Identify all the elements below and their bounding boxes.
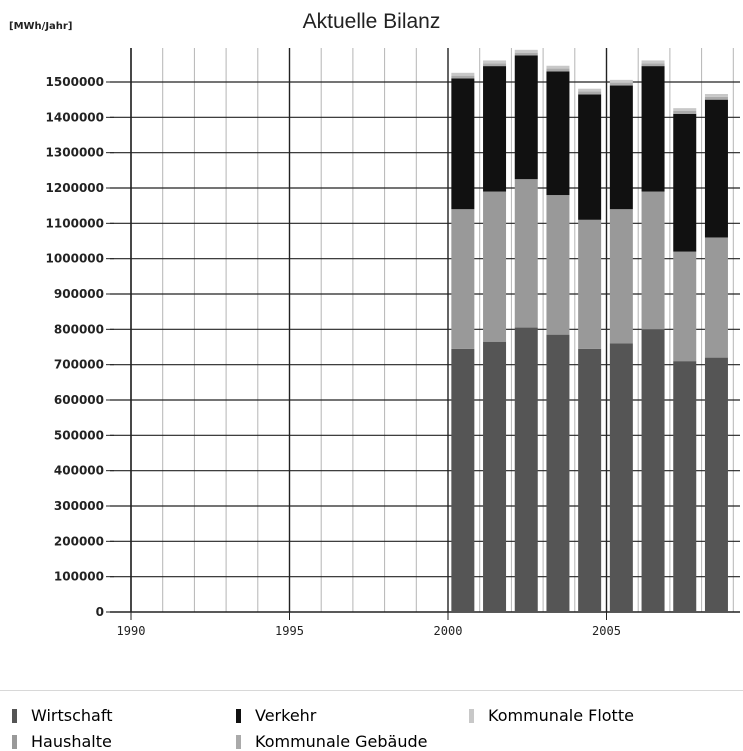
legend-divider	[0, 690, 743, 691]
y-tick-label: 1000000	[46, 252, 104, 266]
bar-segment-kommunale-flotte	[609, 79, 633, 83]
bar-segment-haushalte	[546, 195, 570, 335]
legend-label: Kommunale Gebäude	[255, 732, 428, 751]
bar-segment-kommunale-flotte	[673, 108, 697, 111]
y-tick-label: 900000	[54, 287, 104, 301]
x-tick-label: 1995	[275, 624, 304, 638]
legend-label: Kommunale Flotte	[488, 706, 634, 725]
bar-segment-verkehr	[451, 78, 475, 210]
x-tick-label: 2000	[434, 624, 463, 638]
bar-segment-wirtschaft	[578, 348, 602, 612]
y-tick-label: 1200000	[46, 181, 104, 195]
legend-item: Haushalte	[12, 732, 112, 751]
bar-segment-haushalte	[514, 179, 538, 328]
bar-segment-verkehr	[609, 85, 633, 210]
y-tick-label: 300000	[54, 499, 104, 513]
y-tick-label: 200000	[54, 534, 104, 548]
legend-swatch	[12, 709, 17, 723]
bar-segment-kommunale-gebude	[546, 68, 570, 72]
y-tick-label: 1500000	[46, 75, 104, 89]
bar-segment-verkehr	[673, 113, 697, 252]
bar-segment-wirtschaft	[641, 329, 665, 612]
legend-label: Haushalte	[31, 732, 112, 751]
bar-segment-wirtschaft	[451, 348, 475, 612]
bar-segment-verkehr	[514, 55, 538, 180]
bar-segment-verkehr	[641, 66, 665, 192]
y-tick-label: 700000	[54, 358, 104, 372]
bar-segment-kommunale-gebude	[641, 63, 665, 67]
bar-segment-haushalte	[578, 219, 602, 349]
y-tick-label: 0	[96, 605, 104, 619]
bar-segment-wirtschaft	[609, 343, 633, 612]
bar-segment-kommunale-flotte	[641, 60, 665, 64]
legend-swatch	[469, 709, 474, 723]
bar-segment-kommunale-gebude	[704, 96, 728, 100]
bar-segment-haushalte	[609, 209, 633, 344]
bar-segment-wirtschaft	[704, 357, 728, 612]
bar-segment-wirtschaft	[673, 361, 697, 612]
bar-segment-wirtschaft	[483, 341, 507, 612]
x-tick-label: 1990	[117, 624, 146, 638]
bar-chart: 0 100000 200000 300000 400000 500000 600000 700…	[46, 48, 740, 638]
legend-item: Kommunale Flotte	[469, 706, 634, 725]
bar-segment-verkehr	[546, 71, 570, 196]
bar-segment-haushalte	[641, 191, 665, 330]
legend-item: Kommunale Gebäude	[236, 732, 427, 751]
bar-segment-haushalte	[704, 237, 728, 358]
y-tick-label: 400000	[54, 464, 104, 478]
legend-item: Wirtschaft	[12, 706, 112, 725]
x-tick-label: 2005	[592, 624, 621, 638]
bar-segment-verkehr	[483, 66, 507, 192]
bar-segment-kommunale-flotte	[483, 60, 507, 64]
bar-segment-kommunale-gebude	[514, 52, 538, 56]
bar-segment-kommunale-flotte	[704, 94, 728, 97]
y-tick-label: 1100000	[46, 216, 104, 230]
bar-segment-haushalte	[673, 251, 697, 362]
y-axis-unit-label: [MWh/Jahr]	[9, 21, 73, 32]
y-tick-label: 1300000	[46, 146, 104, 160]
bar-segment-kommunale-gebude	[578, 91, 602, 95]
legend-swatch	[12, 735, 17, 749]
bar-segment-verkehr	[578, 94, 602, 220]
y-tick-label: 1400000	[46, 110, 104, 124]
bar-segment-haushalte	[483, 191, 507, 342]
y-tick-label: 500000	[54, 428, 104, 442]
bar-segment-kommunale-gebude	[483, 63, 507, 67]
bar-segment-kommunale-gebude	[673, 110, 697, 114]
legend-item: Verkehr	[236, 706, 316, 725]
bar-segment-kommunale-flotte	[514, 49, 538, 53]
bar-segment-wirtschaft	[546, 334, 570, 612]
bar-segment-kommunale-gebude	[451, 75, 475, 79]
legend-swatch	[236, 709, 241, 723]
y-tick-label: 600000	[54, 393, 104, 407]
legend-label: Verkehr	[255, 706, 317, 725]
bar-segment-verkehr	[704, 99, 728, 238]
bar-segment-wirtschaft	[514, 327, 538, 612]
bar-segment-kommunale-gebude	[609, 82, 633, 86]
chart-title: Aktuelle Bilanz	[302, 10, 441, 33]
legend-swatch	[236, 735, 241, 749]
y-tick-label: 800000	[54, 322, 104, 336]
bar-segment-haushalte	[451, 209, 475, 349]
bar-segment-kommunale-flotte	[546, 65, 570, 69]
bar-segment-kommunale-flotte	[578, 88, 602, 92]
bar-segment-kommunale-flotte	[451, 72, 475, 76]
legend-label: Wirtschaft	[31, 706, 113, 725]
y-tick-label: 100000	[54, 570, 104, 584]
